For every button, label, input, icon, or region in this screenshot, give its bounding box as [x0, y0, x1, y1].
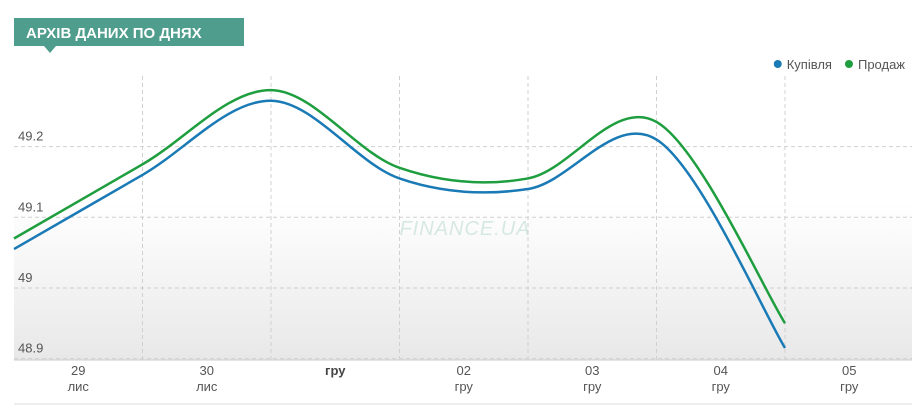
x-tick-label: 02: [457, 363, 471, 378]
watermark: FINANCE.UA: [399, 218, 530, 240]
x-tick-label: гру: [325, 363, 346, 378]
x-tick-label: 30: [200, 363, 214, 378]
series-line: [13, 99, 787, 349]
x-tick-label: лис: [68, 379, 90, 394]
series-line: [13, 88, 787, 324]
y-tick-label: 49: [18, 270, 32, 285]
x-tick-label: гру: [840, 379, 859, 394]
x-tick-label: 03: [585, 363, 599, 378]
y-tick-label: 49.2: [18, 129, 43, 144]
y-tick-label: 48.9: [18, 341, 43, 356]
legend-marker: [773, 60, 782, 68]
legend-label: Продаж: [858, 57, 905, 72]
x-tick-label: гру: [583, 379, 602, 394]
x-tick-label: 29: [71, 363, 85, 378]
x-tick-label: гру: [712, 379, 731, 394]
plot-background: [14, 76, 912, 360]
header-title: АРХІВ ДАНИХ ПО ДНЯХ: [26, 25, 202, 42]
legend-label: Купівля: [787, 57, 832, 72]
badge-pointer: [44, 46, 56, 53]
x-tick-label: лис: [196, 379, 218, 394]
y-tick-label: 49.1: [18, 199, 43, 214]
header-badge: [14, 18, 244, 46]
x-tick-label: 04: [714, 363, 728, 378]
x-tick-label: 05: [842, 363, 856, 378]
legend-marker: [844, 60, 853, 68]
x-tick-label: гру: [455, 379, 474, 394]
